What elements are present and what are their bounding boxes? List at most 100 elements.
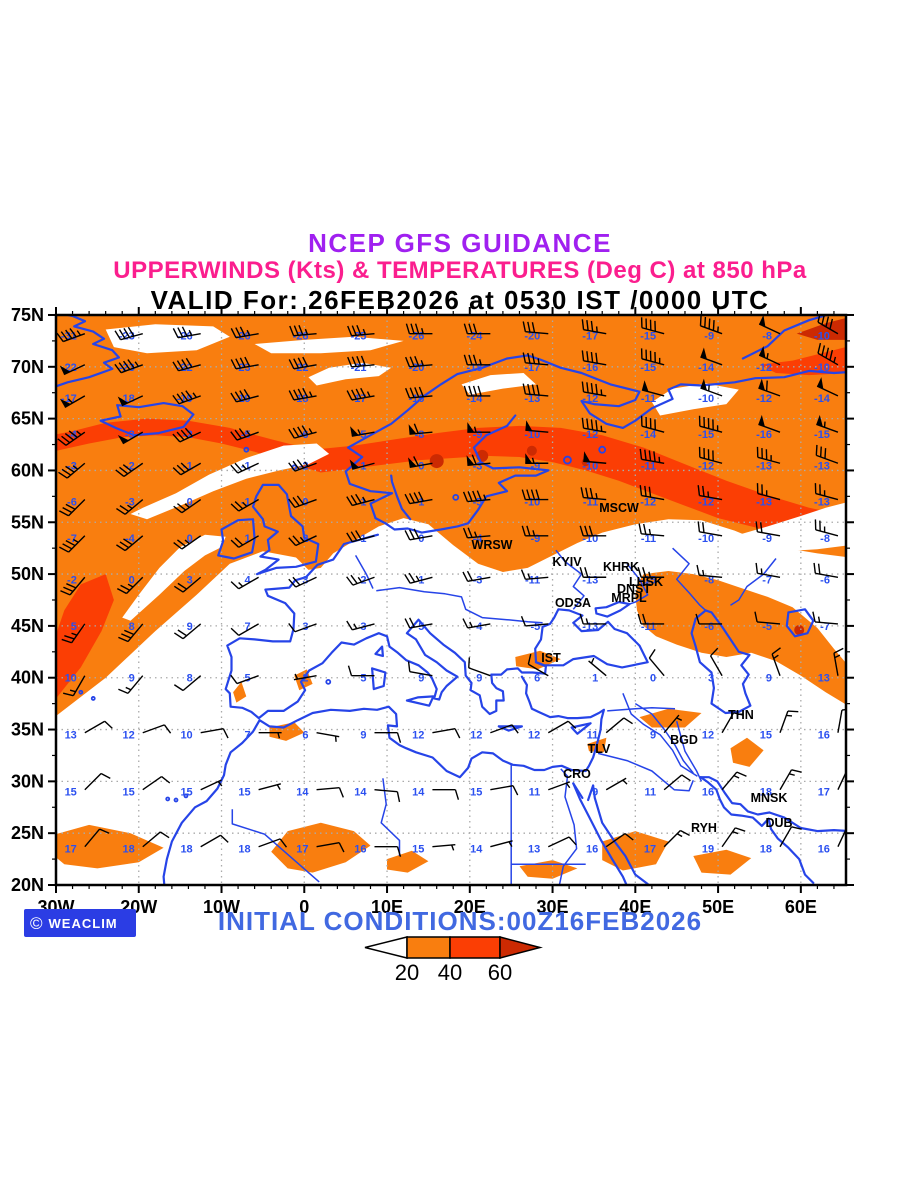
lat-tick-label: 75N [11,305,44,325]
temperature-value: -14 [814,393,831,405]
temperature-value: -14 [640,429,657,441]
temperature-value: -26 [293,331,309,343]
temperature-value: 16 [702,787,714,799]
temperature-value: 5 [418,621,424,633]
temperature-value: -10 [582,460,598,472]
map-layers: -31 -23 -26 -26 -26 -25 -26 -24 -20 -17 -15 -9 -8 -10… [56,315,846,885]
lat-tick-label: 60N [11,460,44,480]
temperature-value: -9 [531,460,541,472]
rivers-borders [231,547,777,885]
weaclim-logo[interactable]: © WEACLIM [24,909,136,937]
temperature-value: 0 [302,497,308,509]
coastlines [56,315,846,885]
lat-tick-label: 30N [11,771,44,791]
temperature-value: 15 [238,787,250,799]
lon-tick-label: 20E [454,897,486,917]
temperature-value: -25 [351,331,367,343]
temperature-value: -9 [762,533,772,545]
page-title: NCEP GFS GUIDANCE [308,228,612,258]
city-label-lhsk: LHSK [629,575,663,589]
lat-tick-label: 70N [11,357,44,377]
temperature-value: 0 [187,497,193,509]
temperature-value: 14 [412,787,425,799]
temperature-value: -17 [582,331,598,343]
temperature-value: -3 [125,429,135,441]
temperature-value: -23 [119,362,135,374]
temperature-value: -11 [583,497,598,509]
city-label-dnst: DNST [617,582,651,596]
legend-tick-label: 20 [395,960,419,985]
temperature-value: 10 [180,730,192,742]
temperature-value: -13 [582,621,598,633]
latlon-grid [56,315,846,885]
city-label-dub: DUB [765,816,792,830]
temperature-value: 12 [470,730,482,742]
temperature-value: -7 [820,621,830,633]
temperature-value: -11 [641,393,656,405]
temperature-value: -5 [241,429,251,441]
temperature-value: -15 [640,362,656,374]
temperature-value: 2 [360,574,366,586]
temperature-value: -10 [814,331,830,343]
legend-tick-label: 40 [438,960,462,985]
temperature-value: -8 [415,429,425,441]
temperature-value: -4 [67,429,78,441]
temperature-value: 18 [760,844,772,856]
city-label-bgd: BGD [670,733,698,747]
temperature-value: 0 [418,460,424,472]
lon-tick-label: 10W [203,897,240,917]
city-label-mnsk: MNSK [751,791,788,805]
temperature-value: 15 [180,787,192,799]
temperature-value: -17 [524,362,540,374]
temperature-value: 4 [476,621,483,633]
temperature-value: 8 [129,621,135,633]
temperature-value: 3 [302,621,308,633]
temperature-value: -10 [524,429,540,441]
temperature-value: -19 [177,393,193,405]
city-label-thn: THN [728,708,754,722]
temperature-value: 3 [187,574,193,586]
temperature-value: 10 [65,673,77,685]
temperature-value: -5 [357,429,367,441]
temperature-value: 15 [412,844,424,856]
lat-tick-label: 65N [11,409,44,429]
temperature-value: -12 [756,393,772,405]
temperature-value: 2 [302,533,308,545]
temperature-value: -2 [125,460,135,472]
temperature-value: -26 [409,331,425,343]
temperature-value: 17 [644,844,656,856]
temperature-value: -12 [640,497,656,509]
temperature-value: -7 [762,574,772,586]
temperature-value: 0 [418,533,424,545]
temperature-value: -6 [820,574,830,586]
temperature-value: 18 [760,787,772,799]
temperature-value: -16 [409,393,425,405]
lat-tick-label: 55N [11,512,44,532]
temperature-value: 4 [244,574,251,586]
temperature-value: -18 [466,362,482,374]
lat-tick-label: 40N [11,668,44,688]
temperature-value: -13 [524,393,540,405]
temperature-value: -13 [814,497,830,509]
temperature-value: 12 [702,730,714,742]
temperature-value: -10 [698,533,714,545]
temperature-value: -4 [473,533,484,545]
temperature-value: 16 [818,844,830,856]
lon-tick-label: 0 [299,897,309,917]
temperature-value: -5 [762,621,772,633]
temperature-value: 6 [302,730,308,742]
temperature-value: -1 [415,497,425,509]
temperature-value: 12 [123,730,135,742]
temperature-value: -2 [183,429,193,441]
temperature-value: -5 [473,497,483,509]
temperature-value: 5 [71,621,77,633]
temperature-value: 9 [650,730,656,742]
temperature-value: 13 [818,673,830,685]
temperature-value: -24 [466,331,483,343]
temperature-value: -3 [67,460,77,472]
windspeed-legend: 20 40 60 [364,936,543,985]
city-label-ist: IST [541,651,561,665]
temperature-value: 18 [180,844,192,856]
